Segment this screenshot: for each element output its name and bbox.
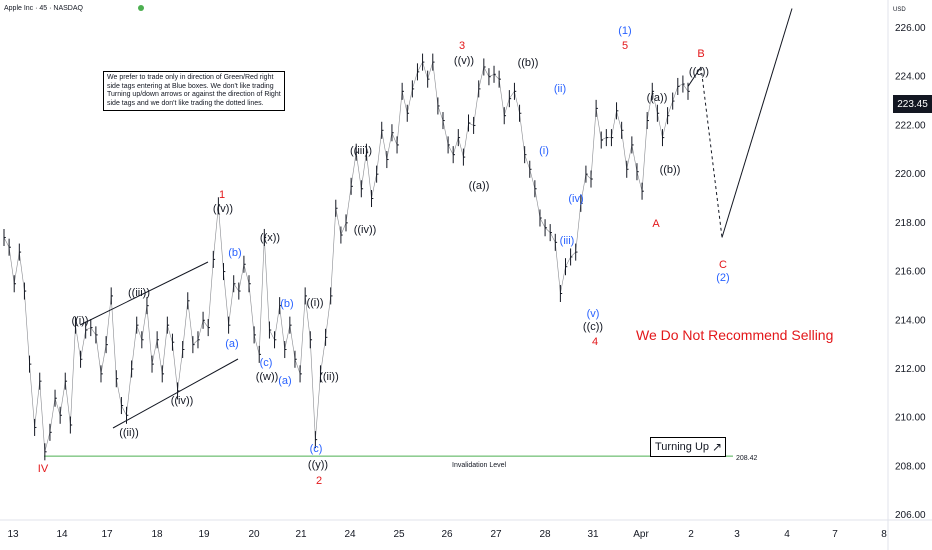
x-tick-label: 31 (587, 529, 599, 540)
y-tick-label: 224.00 (895, 72, 926, 83)
wave-label: (i) (539, 145, 549, 157)
wave-label: 2 (316, 475, 322, 487)
channel-upper-line (79, 261, 209, 326)
wave-label: ((v)) (454, 55, 474, 67)
wave-label: (a) (278, 375, 291, 387)
currency-label: USD (893, 7, 906, 13)
wave-label: 4 (592, 336, 598, 348)
arrow-up-icon: ↗ (711, 440, 722, 454)
wave-label: ((iv)) (171, 395, 194, 407)
x-tick-label: 14 (56, 529, 68, 540)
wave-label: (1) (618, 25, 631, 37)
y-tick-label: 220.00 (895, 169, 926, 180)
wave-label: ((i)) (306, 297, 323, 309)
x-tick-label: 18 (151, 529, 163, 540)
y-tick-label: 208.00 (895, 461, 926, 472)
x-tick-label: 13 (7, 529, 19, 540)
x-tick-label: 28 (539, 529, 551, 540)
chart-title: Apple Inc · 45 · NASDAQ (4, 5, 83, 12)
wave-label: (v) (587, 308, 600, 320)
projection-b-to-c (700, 66, 723, 238)
x-tick-label: Apr (633, 529, 649, 540)
y-tick-label: 218.00 (895, 218, 926, 229)
y-tick-label: 206.00 (895, 510, 926, 521)
wave-label: B (697, 48, 704, 60)
x-tick-label: 19 (198, 529, 210, 540)
wave-label: ((y)) (308, 459, 328, 471)
x-tick-label: 3 (734, 529, 740, 540)
wave-label: (b) (228, 247, 241, 259)
wave-label: 5 (622, 40, 628, 52)
invalidation-label: Invalidation Level (452, 462, 507, 469)
wave-label: 1 (219, 189, 225, 201)
y-tick-label: 210.00 (895, 413, 926, 424)
y-tick-label: 216.00 (895, 267, 926, 278)
wave-label: ((a)) (647, 92, 668, 104)
wave-label: ((iv)) (354, 224, 377, 236)
x-tick-label: 21 (295, 529, 307, 540)
channel-lower-line (112, 358, 239, 429)
x-tick-label: 20 (248, 529, 260, 540)
wave-label: ((b)) (518, 57, 539, 69)
x-tick-label: 26 (441, 529, 453, 540)
wave-label: (c) (260, 357, 273, 369)
wave-label: ((i)) (71, 315, 88, 327)
wave-label: (iii) (560, 235, 575, 247)
turning-up-label: Turning Up (655, 441, 710, 453)
wave-label: C (719, 259, 727, 271)
selling-warning: We Do Not Recommend Selling (636, 327, 834, 343)
wave-label: ((ii)) (119, 427, 139, 439)
turning-up-box: Turning Up ↗ (650, 437, 726, 457)
wave-label: (iv) (568, 193, 583, 205)
wave-label: ((ii)) (319, 371, 339, 383)
wave-label: ((x)) (260, 232, 280, 244)
current-price-tag: 223.45 (893, 95, 932, 113)
wave-label: (b) (280, 298, 293, 310)
x-tick-label: 4 (784, 529, 790, 540)
wave-label: ((iii)) (350, 145, 372, 157)
x-tick-label: 25 (393, 529, 405, 540)
wave-label: (a) (225, 338, 238, 350)
x-tick-label: 7 (832, 529, 838, 540)
invalidation-value: 208.42 (736, 455, 758, 462)
wave-label: 3 (459, 40, 465, 52)
y-tick-label: 214.00 (895, 315, 926, 326)
wave-label: ((v)) (213, 203, 233, 215)
trading-note: We prefer to trade only in direction of … (103, 71, 285, 111)
x-tick-label: 8 (881, 529, 887, 540)
status-dot-icon (138, 5, 144, 11)
price-line (3, 61, 689, 452)
x-tick-label: 27 (490, 529, 502, 540)
wave-label: ((b)) (660, 164, 681, 176)
y-tick-label: 226.00 (895, 23, 926, 34)
wave-label: IV (38, 463, 49, 475)
x-tick-label: 24 (344, 529, 356, 540)
y-tick-label: 222.00 (895, 120, 926, 131)
wave-label: ((c)) (583, 321, 603, 333)
wave-label: (c) (310, 443, 323, 455)
x-tick-label: 17 (101, 529, 113, 540)
y-tick-label: 212.00 (895, 364, 926, 375)
projection-c-up (721, 8, 793, 238)
wave-label: ((w)) (256, 371, 279, 383)
wave-label: ((c)) (689, 66, 709, 78)
wave-label: ((iii)) (128, 287, 150, 299)
projection-to-b (687, 66, 702, 87)
wave-label: (2) (716, 272, 729, 284)
wave-label: (ii) (554, 83, 566, 95)
wave-label: A (652, 218, 660, 230)
wave-label: ((a)) (469, 180, 490, 192)
x-tick-label: 2 (688, 529, 694, 540)
